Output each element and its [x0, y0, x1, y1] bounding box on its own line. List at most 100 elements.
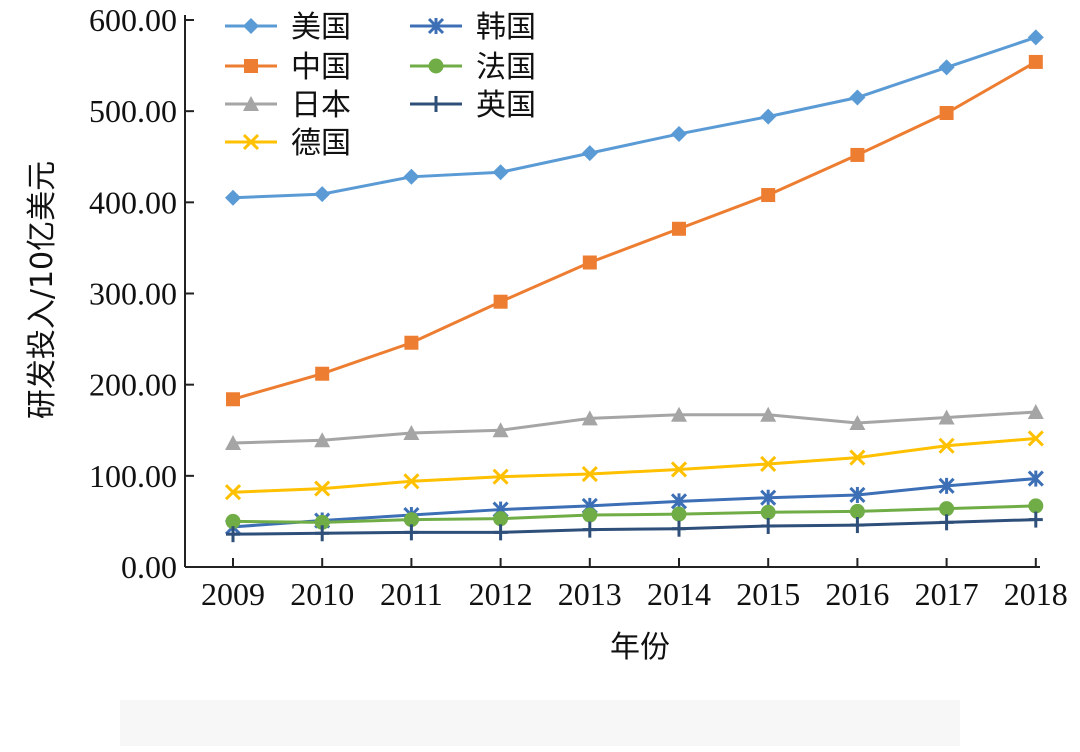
x-tick-label: 2018 [1004, 576, 1068, 612]
legend-label: 英国 [476, 88, 536, 123]
star-marker [1027, 470, 1044, 487]
y-tick-label: 100.00 [89, 458, 177, 494]
x-marker [314, 480, 331, 497]
circle-marker [760, 504, 776, 520]
square-marker [226, 392, 240, 407]
triangle-marker [243, 96, 259, 111]
series-plus [226, 511, 1043, 543]
triangle-marker [1027, 404, 1044, 420]
x-tick-label: 2014 [647, 576, 711, 612]
square-marker [493, 294, 508, 309]
legend-label: 韩国 [476, 10, 536, 45]
diamond-marker [243, 18, 259, 34]
series-square [226, 54, 1043, 407]
square-marker [315, 366, 330, 381]
y-tick-label: 400.00 [89, 184, 177, 220]
series-line [232, 60, 1037, 401]
triangle-marker [492, 422, 509, 438]
legend-item: 日本 [225, 88, 351, 123]
series-line [232, 504, 1036, 524]
diamond-marker [760, 108, 777, 125]
series-line [232, 35, 1037, 200]
legend-item: 美国 [225, 10, 351, 45]
diamond-marker [849, 89, 866, 106]
x-marker [938, 437, 955, 454]
diamond-marker [403, 168, 420, 185]
y-tick-label: 300.00 [89, 276, 177, 312]
triangle-marker [760, 406, 777, 422]
y-axis-title: 研发投入/10亿美元 [25, 161, 60, 419]
diamond-marker [314, 186, 331, 203]
square-marker [939, 105, 954, 120]
plus-marker [761, 517, 776, 534]
plus-marker [672, 520, 686, 537]
circle-marker [403, 512, 419, 528]
x-marker [581, 465, 598, 483]
x-tick-label: 2016 [825, 576, 889, 612]
square-marker [404, 335, 419, 350]
series-circle [225, 498, 1044, 530]
y-tick-label: 0.00 [121, 549, 177, 585]
plus-marker [315, 525, 330, 542]
y-tick-label: 200.00 [89, 367, 177, 403]
x-tick-label: 2015 [736, 576, 800, 612]
square-marker [244, 59, 258, 73]
triangle-marker [403, 424, 420, 440]
x-marker [670, 461, 688, 478]
y-tick-label: 500.00 [89, 93, 177, 129]
plus-marker [850, 517, 865, 534]
x-marker [403, 473, 420, 490]
legend-item: 德国 [225, 126, 351, 161]
x-marker-stroke [1027, 430, 1044, 447]
x-marker-stroke [403, 473, 420, 490]
square-marker [850, 147, 865, 162]
plus-marker [493, 524, 508, 541]
series-line [232, 518, 1036, 536]
series-line [232, 410, 1036, 445]
diamond-marker [671, 125, 687, 142]
diamond-marker [225, 189, 241, 206]
circle-marker [493, 511, 509, 527]
series-line [232, 436, 1036, 494]
triangle-marker [849, 414, 866, 430]
x-tick-label: 2012 [469, 576, 533, 612]
x-marker [492, 468, 509, 485]
x-marker [760, 455, 777, 473]
square-marker [582, 255, 597, 270]
legend-label: 日本 [291, 88, 351, 123]
circle-marker [671, 506, 687, 522]
y-tick-label: 600.00 [89, 2, 177, 38]
legend-item: 韩国 [410, 10, 536, 45]
triangle-marker [314, 432, 331, 448]
circle-marker [314, 514, 330, 530]
x-axis-title: 年份 [610, 630, 670, 665]
x-marker-stroke [581, 465, 598, 483]
x-marker-stroke [492, 468, 509, 485]
legend-label: 美国 [291, 10, 351, 45]
series-star [224, 470, 1044, 535]
diamond-marker [581, 145, 598, 162]
legend-item: 英国 [410, 88, 536, 123]
diamond-marker [492, 164, 509, 181]
x-marker-stroke [314, 480, 331, 497]
plus-marker [226, 526, 240, 543]
circle-marker [428, 58, 444, 74]
x-axis-ticks: 2009 2010 2011 2012 2013 2014 2015 2016 2017 2018 [201, 558, 1068, 612]
triangle-marker [938, 409, 955, 425]
x-marker-stroke [849, 449, 866, 466]
legend-item: 中国 [225, 50, 351, 85]
legend-label: 法国 [476, 50, 536, 85]
star-marker [938, 477, 955, 494]
series-triangle [225, 404, 1044, 451]
series-line [232, 477, 1036, 529]
footer-strip [120, 700, 960, 746]
triangle-marker [671, 406, 687, 422]
x-marker [242, 133, 260, 151]
x-tick-label: 2010 [290, 576, 354, 612]
diamond-marker [938, 59, 955, 76]
circle-marker [582, 507, 598, 523]
x-tick-label: 2017 [915, 576, 979, 612]
x-marker [224, 484, 242, 501]
